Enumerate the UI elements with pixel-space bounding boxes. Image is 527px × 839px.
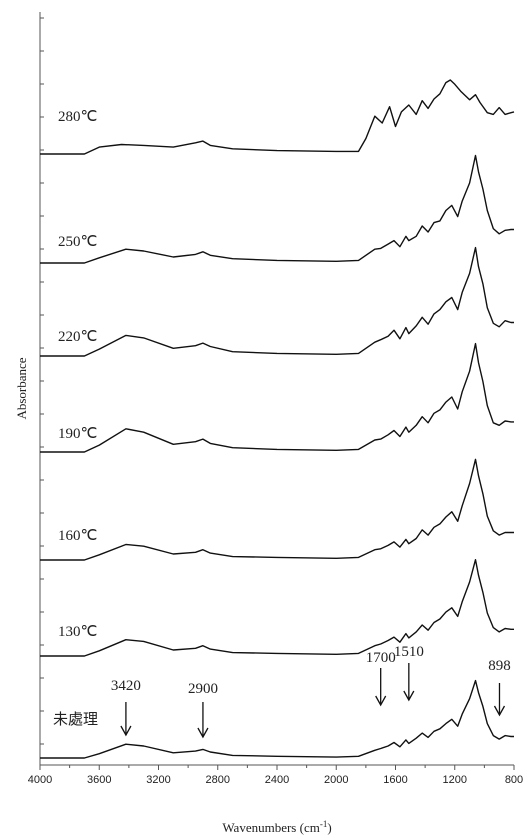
spectrum-line [40,246,514,357]
x-tick-label: 3200 [146,774,170,786]
series-label: 130℃ [58,624,97,640]
spectrum-line [40,559,514,657]
spectrum-line [40,679,514,759]
series-label: 160℃ [58,528,97,544]
spectrum-line [40,342,514,453]
peak-label: 898 [488,658,511,674]
peak-arrowhead [197,727,209,739]
series-label: 220℃ [58,329,97,345]
axes: 4000 3600 3200 2800 2400 2000 1600 1200 800 [28,12,523,786]
x-tick-label: 1200 [443,774,467,786]
peak-arrowhead [375,695,387,707]
peak-label: 2900 [188,681,218,697]
x-tick-label: 2800 [206,774,230,786]
series-label: 280℃ [58,109,97,125]
peak-arrowhead [493,705,506,717]
x-axis-title-base: Wavenumbers (cm [222,820,320,835]
spectrum-line [40,79,515,155]
peak-arrowhead [120,725,132,737]
x-axis-title-superscript: -1 [320,819,328,829]
x-tick-label: 2400 [265,774,289,786]
x-axis-ticks: 4000 3600 3200 2800 2400 2000 1600 1200 800 [28,765,523,786]
peak-label: 3420 [111,678,141,694]
x-tick-label: 2000 [324,774,348,786]
peak-arrowhead [403,690,415,702]
series-label: 190℃ [58,426,97,442]
spectrum-line [40,154,514,264]
x-tick-label: 4000 [28,774,52,786]
spectrum-line [40,458,514,561]
peak-label: 1700 [366,650,396,666]
x-axis-title: Wavenumbers (cm-1) [222,819,331,835]
series-label: 未處理 [53,711,98,728]
x-axis-title-tail: ) [327,820,331,835]
y-axis-title: Absorbance [14,357,29,419]
peak-label: 1510 [394,644,424,660]
x-tick-label: 3600 [87,774,111,786]
x-tick-label: 800 [505,774,523,786]
series-label: 250℃ [58,234,97,250]
y-axis-ticks [40,17,44,745]
x-tick-label: 1600 [383,774,407,786]
spectra-group: 280℃ 250℃ 220℃ 190℃ 160℃ 130℃ 未處理 [40,79,515,759]
